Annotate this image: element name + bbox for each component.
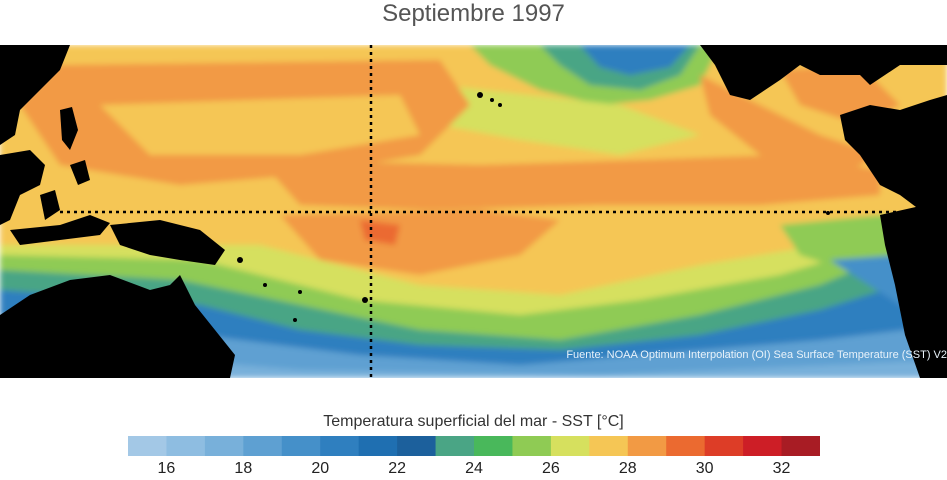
tick-label: 24 [465,460,483,477]
colorbar-segment [474,436,513,456]
colorbar-segment [320,436,360,456]
tick-label: 26 [541,460,560,477]
map-title: Septiembre 1997 [382,0,565,27]
colorbar-segment [204,436,244,456]
colorbar-title: Temperatura superficial del mar - SST [°… [323,413,624,430]
sst-field [0,45,947,378]
colorbar-segment [243,436,283,456]
tick-label: 18 [234,460,253,477]
colorbar-segment [781,436,820,456]
colorbar-segment [589,436,629,456]
colorbar-segment [435,436,475,456]
colorbar-segment [666,436,706,456]
colorbar-segment [704,436,744,456]
tick-label: 30 [695,460,714,477]
tick-label: 32 [772,460,791,477]
tick-label: 16 [157,460,176,477]
source-note: Fuente: NOAA Optimum Interpolation (OI) … [566,349,947,361]
colorbar-segment [743,436,783,456]
sst-map [0,45,947,378]
colorbar-segment [128,436,167,456]
colorbar-segment [166,436,206,456]
colorbar-segment [627,436,667,456]
colorbar-segment [358,436,398,456]
tick-label: 28 [618,460,637,477]
land-masses [0,45,947,378]
colorbar [128,436,820,456]
tick-label: 22 [388,460,406,477]
tick-label: 20 [311,460,330,477]
colorbar-segment [397,436,437,456]
colorbar-segment [281,436,321,456]
colorbar-ticks: 16 18 20 22 24 26 28 30 32 [0,460,947,480]
colorbar-segment [550,436,590,456]
colorbar-segment [512,436,552,456]
